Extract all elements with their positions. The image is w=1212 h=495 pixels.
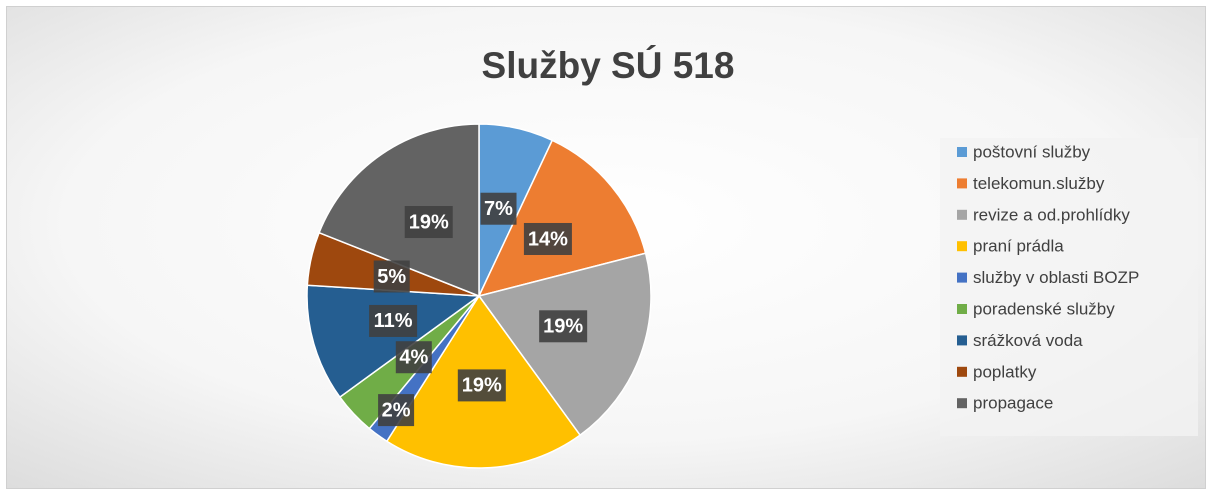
legend-label: revize a od.prohlídky: [973, 205, 1130, 224]
data-label-box: [480, 192, 517, 225]
legend-swatch: [957, 178, 967, 189]
data-label-box: [378, 394, 415, 427]
legend-swatch: [957, 366, 967, 377]
legend-swatch: [957, 398, 967, 409]
data-label: 14%: [528, 228, 568, 250]
data-label: 19%: [462, 375, 502, 397]
data-label: 4%: [399, 347, 428, 369]
legend-swatch: [957, 241, 967, 252]
legend-label: poštovní služby: [973, 142, 1091, 161]
data-label: 7%: [484, 198, 513, 220]
data-label-box: [523, 222, 572, 255]
data-label: 19%: [543, 316, 583, 338]
data-label-box: [404, 206, 453, 239]
chart-title: Služby SÚ 518: [482, 44, 735, 86]
legend-swatch: [957, 272, 967, 283]
legend-label: poplatky: [973, 362, 1037, 381]
data-label-box: [373, 260, 410, 293]
legend: [940, 138, 1198, 436]
data-label-box: [457, 369, 506, 402]
legend-label: praní prádla: [973, 237, 1064, 256]
legend-label: srážková voda: [973, 331, 1083, 350]
data-label: 19%: [409, 211, 449, 233]
data-label: 11%: [374, 310, 413, 332]
pie-slice: [477, 139, 647, 298]
pie-slice: [477, 252, 652, 437]
legend-swatch: [957, 209, 967, 220]
data-label-box: [369, 304, 418, 337]
pie-slice: [318, 123, 480, 298]
legend-label: služby v oblasti BOZP: [973, 268, 1139, 287]
legend-label: poradenské služby: [973, 299, 1115, 318]
data-label-box: [539, 310, 588, 343]
data-label: 5%: [377, 266, 406, 288]
legend-swatch: [957, 335, 967, 346]
legend-swatch: [957, 147, 967, 157]
legend-label: telekomun.služby: [973, 174, 1105, 193]
pie-slice: [306, 284, 482, 399]
data-label-box: [395, 341, 432, 374]
legend-swatch: [957, 304, 967, 314]
data-label: 2%: [382, 399, 411, 421]
legend-label: propagace: [973, 394, 1053, 413]
